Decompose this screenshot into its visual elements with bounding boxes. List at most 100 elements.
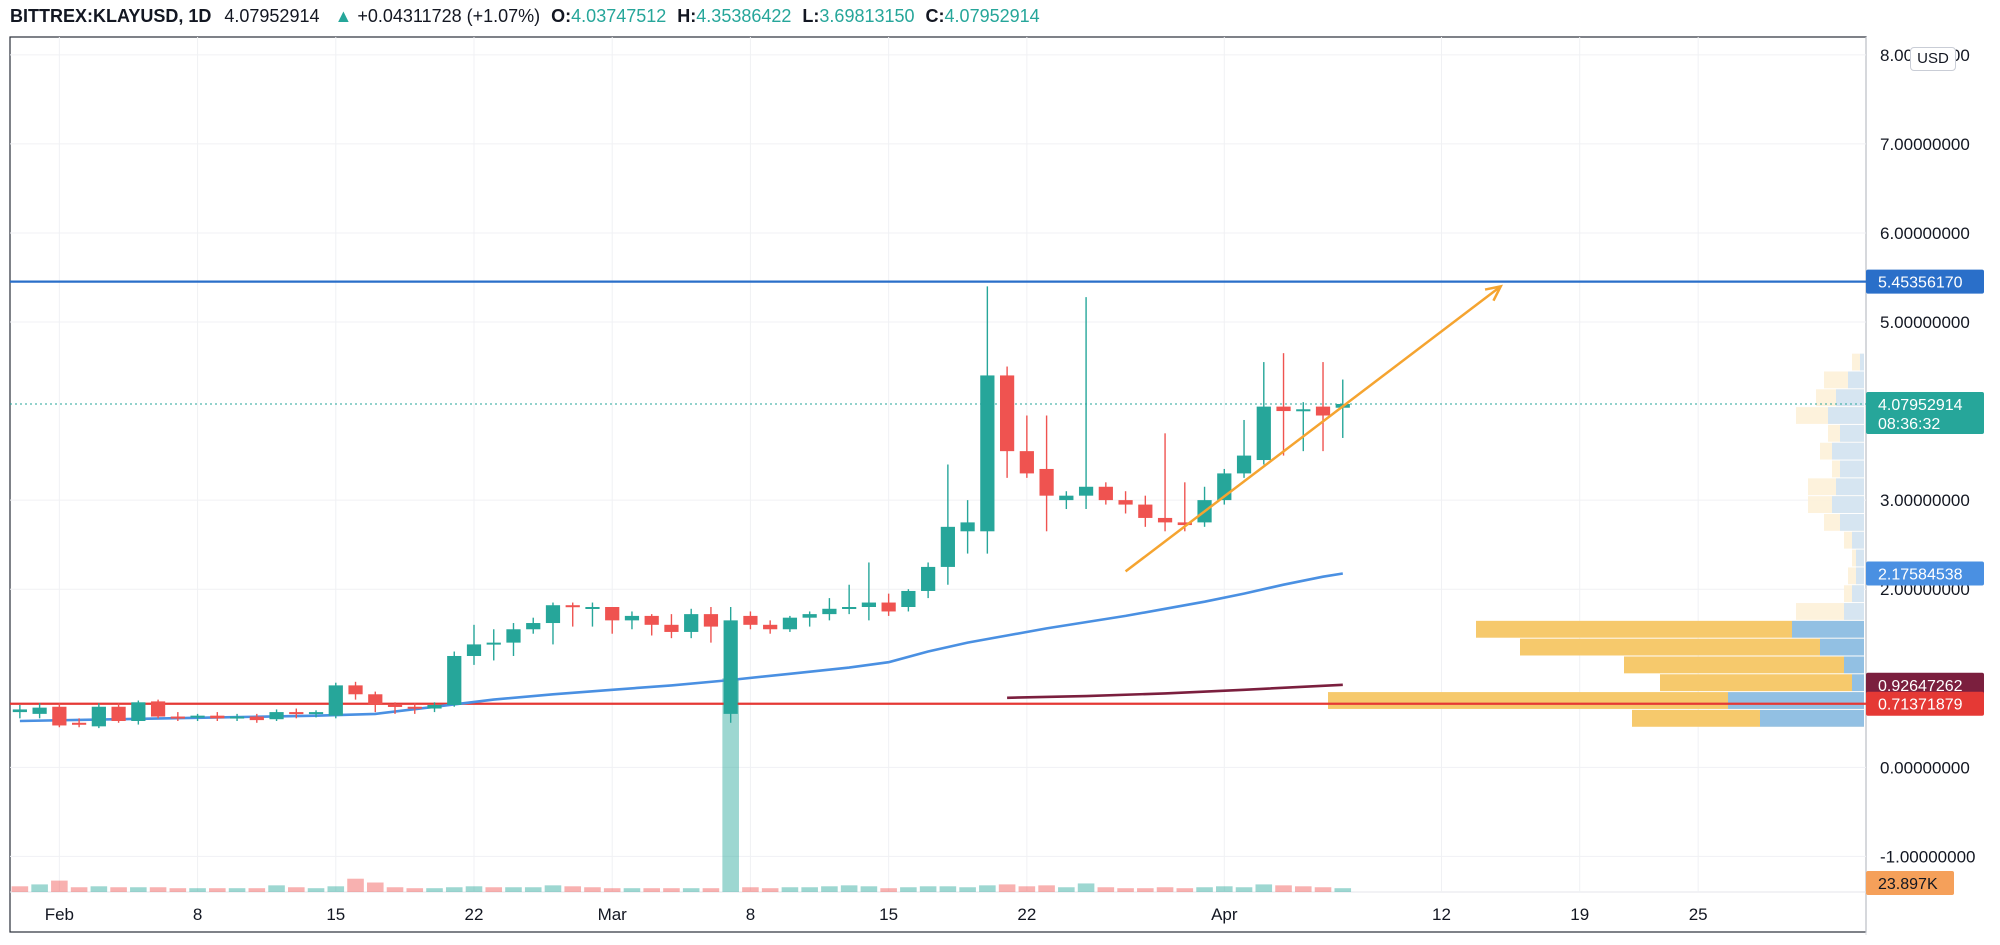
- candle: [1157, 433, 1173, 532]
- candle-body: [111, 706, 126, 721]
- volume-bar: [1156, 887, 1174, 892]
- candle-body: [387, 704, 403, 707]
- volume-bar: [781, 887, 799, 892]
- volume-bar: [1275, 885, 1292, 892]
- volume-bar: [386, 887, 404, 892]
- candle: [960, 500, 975, 554]
- time-tick-label: 8: [746, 905, 755, 924]
- candle: [822, 598, 837, 621]
- currency-badge[interactable]: USD: [1910, 47, 1956, 71]
- volume-bar: [1176, 888, 1194, 892]
- volume-profile-row-up: [1328, 692, 1728, 709]
- candle-body: [249, 716, 264, 721]
- candle: [111, 703, 126, 723]
- price-badge-label: 2.17584538: [1878, 567, 1963, 584]
- candle-body: [210, 715, 225, 719]
- change-value: +0.04311728 (+1.07%): [357, 6, 541, 26]
- volume-bar: [347, 878, 364, 892]
- candle: [644, 614, 659, 636]
- candle: [1098, 482, 1113, 505]
- candle-body: [308, 712, 324, 715]
- volume-bar: [1117, 888, 1134, 892]
- volume-bar: [742, 887, 759, 892]
- volume-profile-row-down: [1728, 692, 1864, 709]
- time-tick-label: 15: [326, 905, 345, 924]
- price-tick-label: 7.00000000: [1880, 135, 1970, 154]
- candle: [190, 713, 205, 721]
- volume-bar: [979, 885, 996, 892]
- time-tick-label: 25: [1689, 905, 1708, 924]
- price-badge-label: 5.45356170: [1878, 275, 1963, 292]
- candle-body: [1138, 504, 1153, 518]
- volume-bar: [1235, 887, 1253, 892]
- chart-legend-header: BITTREX:KLAYUSD, 1D 4.07952914 ▲ +0.0431…: [10, 0, 1040, 32]
- volume-bar: [584, 887, 601, 892]
- time-tick-label: 12: [1432, 905, 1451, 924]
- candle-body: [822, 608, 837, 615]
- candle-body: [486, 642, 501, 645]
- candle-body: [1276, 406, 1291, 412]
- candle: [763, 620, 778, 634]
- candle-body: [1296, 409, 1311, 412]
- candle-body: [348, 685, 363, 695]
- volume-bar: [70, 887, 88, 892]
- candle: [91, 703, 106, 729]
- price-badge-bg: [1866, 269, 1984, 294]
- price-badge: 4.07952914 08:36:32: [1866, 391, 1984, 434]
- price-badge-bg: [1866, 672, 1984, 697]
- candle-body: [1039, 468, 1054, 496]
- volume-bar: [307, 888, 325, 892]
- candle: [131, 700, 146, 725]
- volume-profile-row-down: [1856, 549, 1864, 567]
- candle-body: [269, 712, 284, 720]
- moving-average-long: [1007, 683, 1343, 700]
- volume-bar: [821, 886, 838, 892]
- volume-profile-row-down: [1840, 460, 1864, 478]
- candle: [999, 366, 1015, 478]
- volume-bar: [406, 888, 424, 892]
- candle: [1256, 362, 1271, 465]
- candle-body: [703, 614, 719, 627]
- candle-body: [1118, 500, 1133, 505]
- volume-bar: [505, 887, 522, 892]
- volume-profile-row-down: [1852, 674, 1864, 692]
- time-axis: Feb 8 15 22 Mar 8 15 22 Apr 12 19 25: [45, 905, 1708, 924]
- volume-bar: [919, 886, 937, 892]
- candle: [723, 607, 738, 723]
- volume-bar: [130, 887, 147, 892]
- volume-bar: [682, 888, 700, 892]
- volume-bar: [110, 887, 127, 892]
- volume-profile: [1328, 353, 1864, 727]
- candle-series: [12, 286, 1350, 729]
- candle-body: [368, 694, 383, 705]
- candle: [782, 615, 798, 632]
- high-label: H:: [677, 6, 697, 26]
- volume-bar: [51, 880, 68, 892]
- candle-body: [842, 607, 857, 609]
- volume-profile-row-down: [1856, 567, 1864, 585]
- candle-body: [802, 614, 817, 618]
- volume-bar: [366, 882, 384, 892]
- high-value: 4.35386422: [696, 6, 792, 26]
- volume-profile-row-down: [1848, 371, 1864, 389]
- volume-bar: [1216, 886, 1233, 892]
- time-tick-label: 22: [1017, 905, 1036, 924]
- price-badge-label: 0.92647262: [1878, 678, 1963, 695]
- candle-body: [170, 716, 185, 719]
- volume-profile-row-down: [1844, 656, 1864, 674]
- candle-body: [605, 607, 620, 621]
- candle-body: [980, 375, 995, 532]
- candle-body: [743, 615, 758, 625]
- time-tick-label: 8: [193, 905, 202, 924]
- price-badge-bg: [1866, 561, 1984, 586]
- candle: [1315, 362, 1331, 452]
- volume-bar: [445, 887, 463, 892]
- candle-body: [1177, 522, 1192, 526]
- volume-profile-row-down: [1860, 353, 1864, 371]
- volume-bar: [524, 887, 542, 892]
- candle: [1236, 419, 1252, 478]
- candle-body: [506, 629, 521, 643]
- low-label: L:: [802, 6, 820, 26]
- candle: [466, 624, 482, 665]
